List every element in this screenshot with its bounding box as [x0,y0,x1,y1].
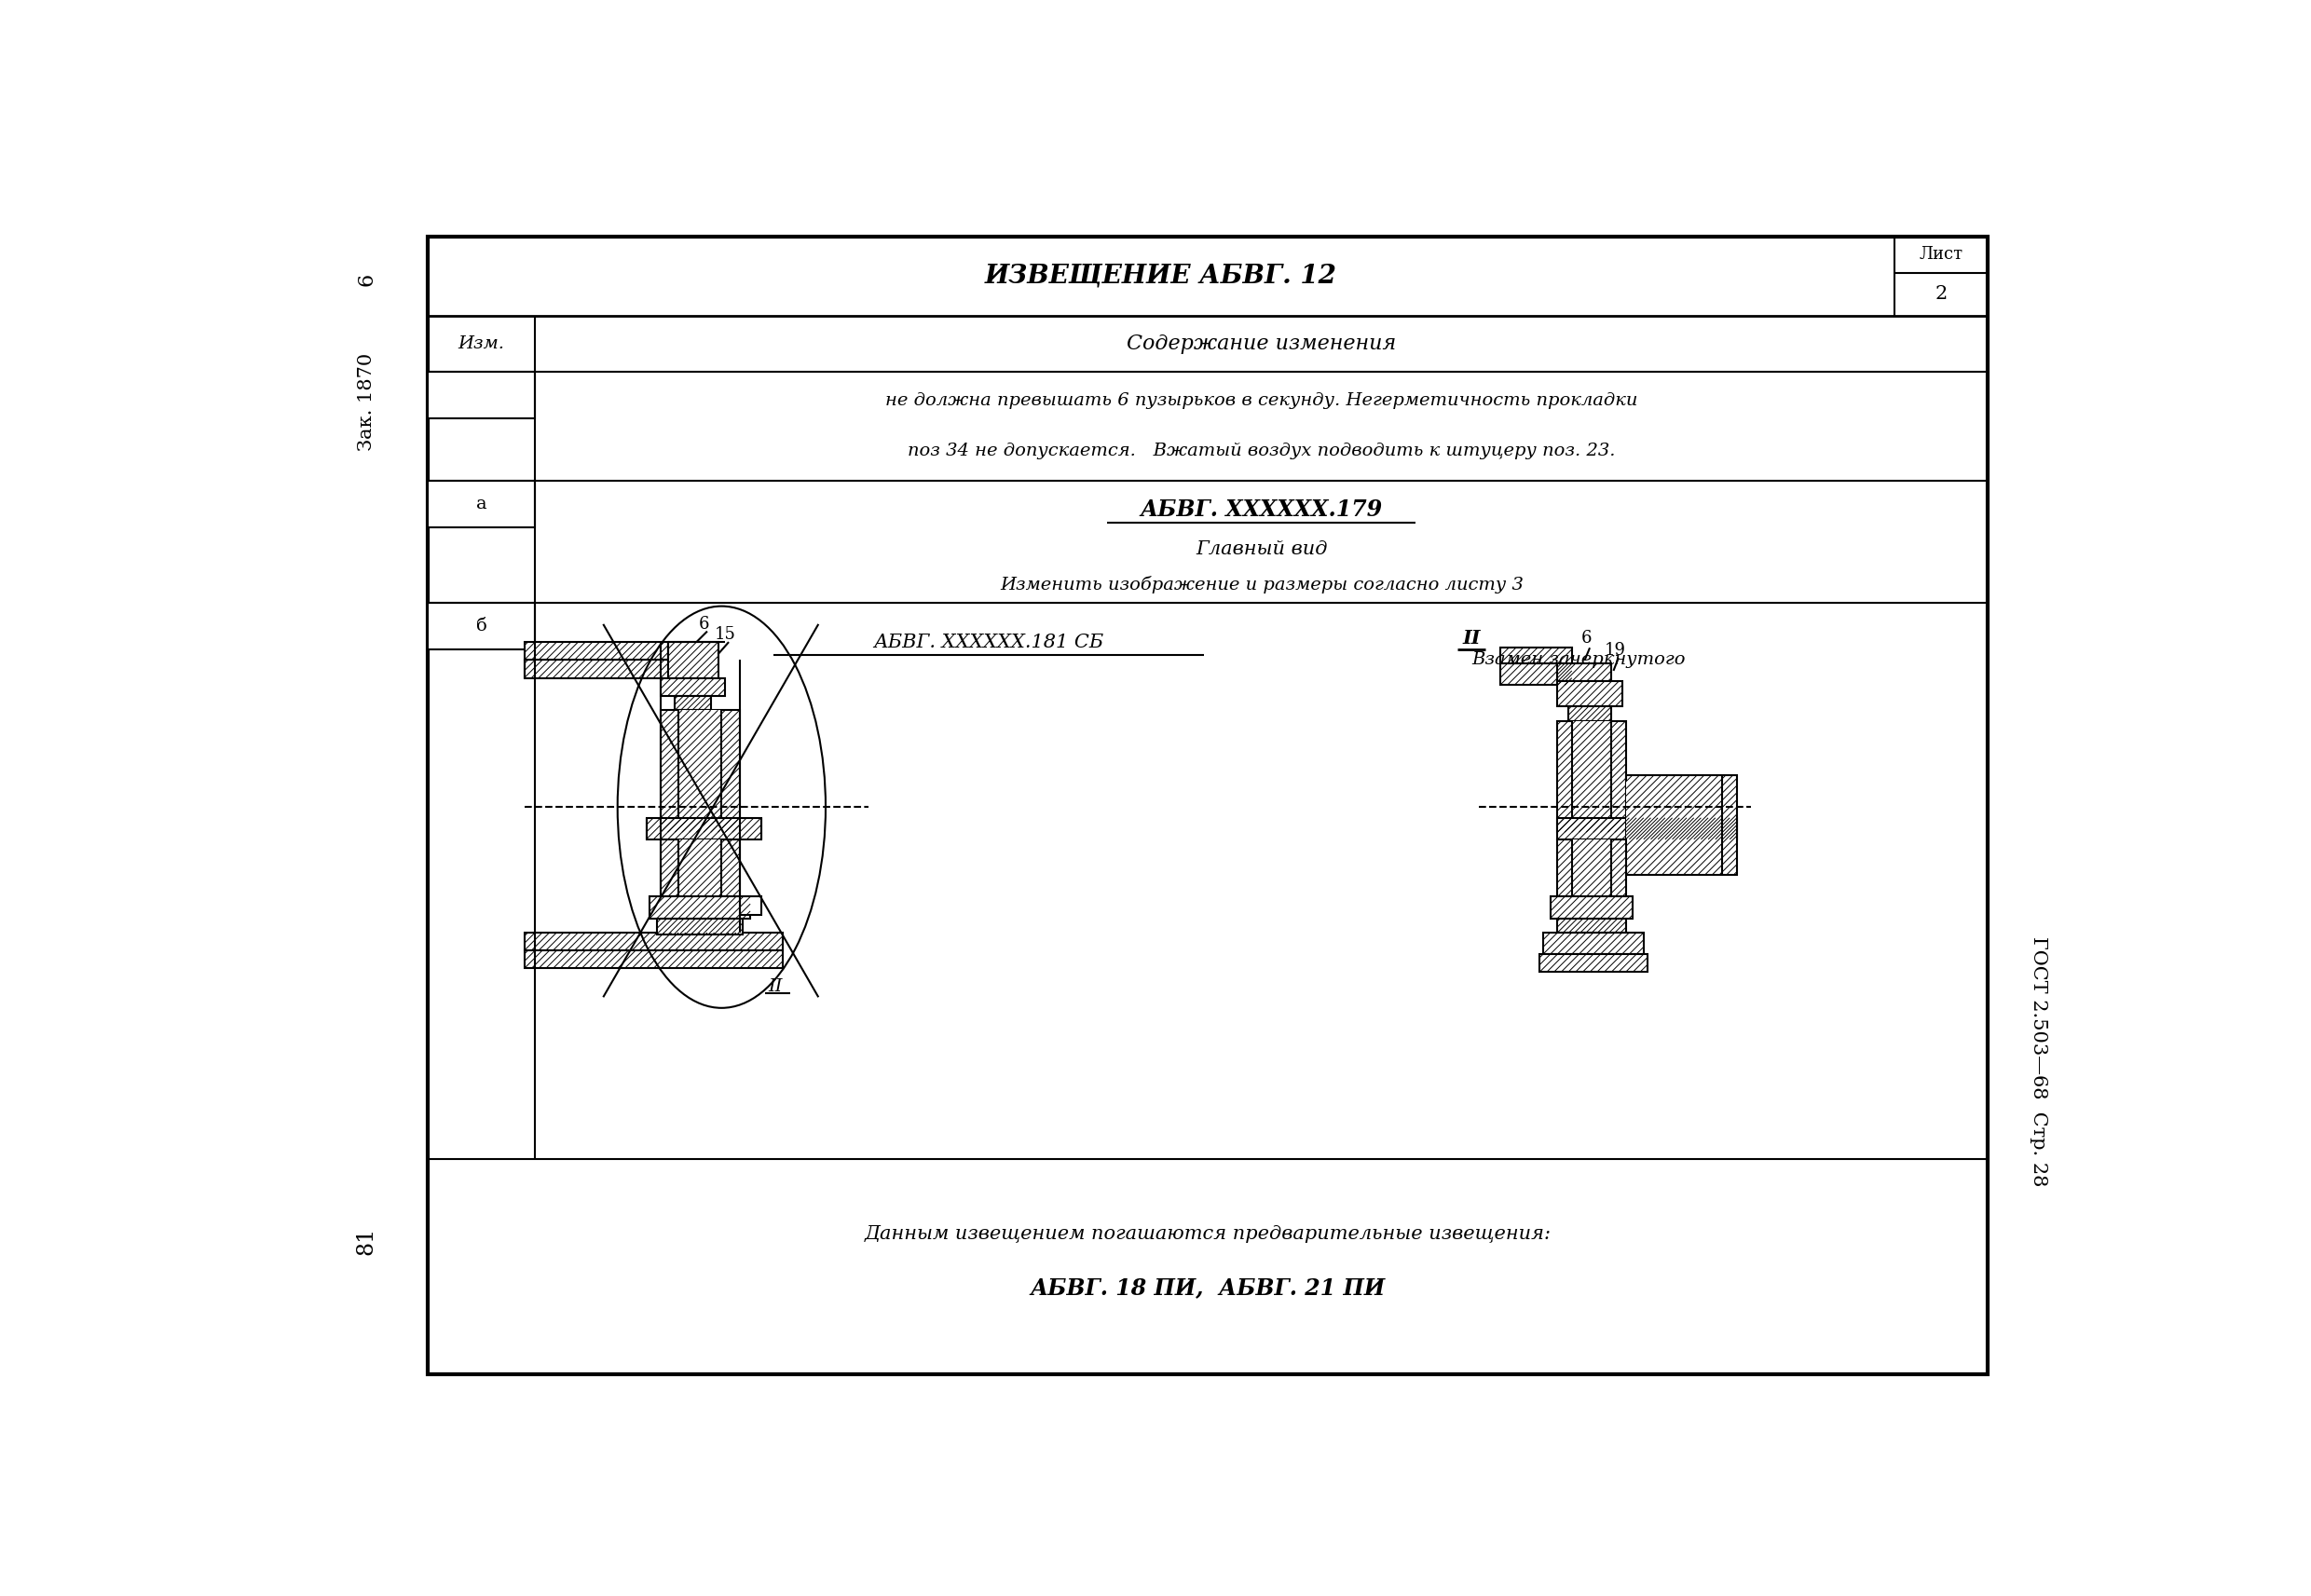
Text: Взамен зачеркнутого: Взамен зачеркнутого [1472,651,1687,669]
Bar [1558,918,1625,932]
Text: АБВГ. XXXXXX.181 СБ: АБВГ. XXXXXX.181 СБ [874,634,1105,651]
Bar [661,678,726,696]
Text: 81: 81 [356,1227,377,1254]
Text: Главный вид: Главный вид [1195,539,1327,557]
Bar [1569,707,1611,721]
Text: а: а [476,496,488,512]
Bar [661,710,740,832]
Text: Лист: Лист [1920,246,1964,263]
Text: 2: 2 [1934,286,1948,303]
Text: Зак. 1870: Зак. 1870 [358,353,374,450]
Text: Содержание изменения: Содержание изменения [1128,334,1396,354]
Bar [1500,648,1571,664]
Bar [656,918,744,934]
Bar [647,817,760,839]
Text: Изм.: Изм. [458,335,504,353]
Text: ИЗВЕЩЕНИЕ АБВГ. 12: ИЗВЕЩЕНИЕ АБВГ. 12 [984,263,1338,289]
Text: 6: 6 [698,616,709,632]
Text: 19: 19 [1604,642,1625,659]
Bar [1571,839,1611,897]
Bar [661,839,740,897]
Bar [525,661,668,678]
Text: ГОСТ 2.503—68  Стр. 28: ГОСТ 2.503—68 Стр. 28 [2029,937,2048,1187]
Bar [525,951,783,969]
Bar [428,480,536,527]
Text: II: II [767,978,783,994]
Bar [1544,932,1643,954]
Bar [428,603,536,650]
Bar [1558,839,1625,897]
Text: Изменить изображение и размеры согласно листу 3: Изменить изображение и размеры согласно … [1001,576,1523,594]
Text: II: II [1463,629,1481,648]
Bar [1539,954,1648,972]
Bar [1558,721,1625,832]
Bar [428,236,1987,1374]
Text: АБВГ. 18 ПИ,  АБВГ. 21 ПИ: АБВГ. 18 ПИ, АБВГ. 21 ПИ [1031,1277,1384,1299]
Bar [1625,780,1722,870]
Bar [740,897,760,915]
Bar [1558,681,1622,707]
Bar [1625,774,1738,875]
Bar [1558,817,1738,839]
Bar [1551,897,1634,918]
Text: Данным извещением погашаются предварительные извещения:: Данным извещением погашаются предварител… [864,1226,1551,1243]
Bar [679,710,721,817]
Text: 6: 6 [1581,630,1592,646]
Text: АБВГ. XXXXXX.179: АБВГ. XXXXXX.179 [1139,498,1382,520]
Text: поз 34 не допускается.   Вжатый воздух подводить к штуцеру поз. 23.: поз 34 не допускается. Вжатый воздух под… [908,442,1615,460]
Bar [1571,721,1611,817]
Text: не должна превышать 6 пузырьков в секунду. Негерметичность прокладки: не должна превышать 6 пузырьков в секунд… [885,393,1638,410]
Bar [525,932,783,951]
Text: 6: 6 [356,273,377,286]
Bar [1500,664,1571,685]
Bar [675,696,712,710]
Bar [1558,664,1611,681]
Bar [525,642,668,661]
Bar [668,642,719,678]
Bar [428,372,536,418]
Text: б: б [476,618,488,634]
Text: 15: 15 [714,627,735,643]
Bar [679,839,721,897]
Bar [649,897,751,918]
